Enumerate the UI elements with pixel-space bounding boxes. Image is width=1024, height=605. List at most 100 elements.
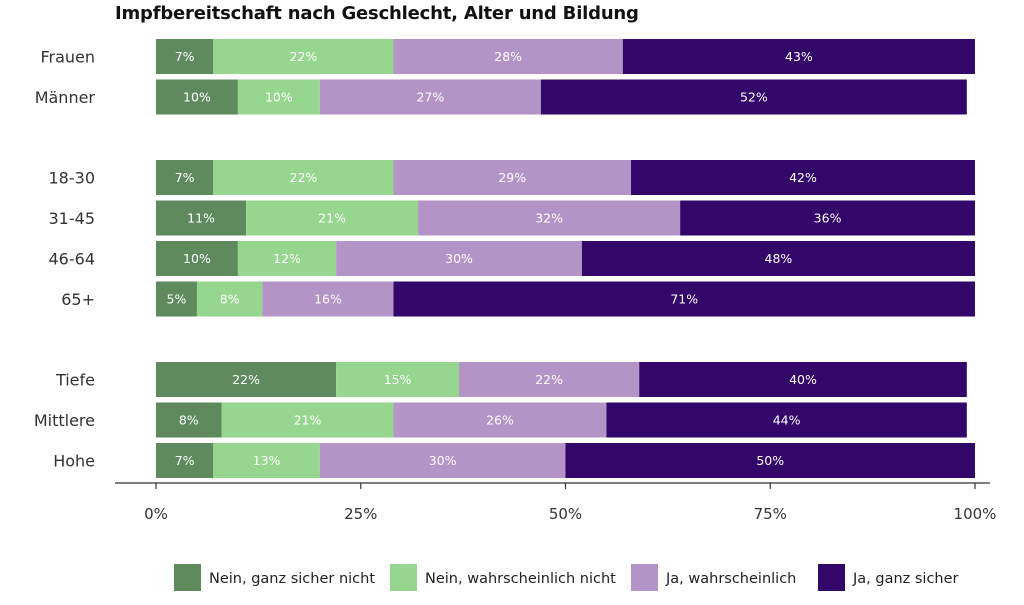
bar-segment-tiefe-ja-wahrscheinlich (459, 362, 640, 397)
value-label-mittlere-ja-ganz-sicher: 44% (773, 413, 801, 428)
value-label-mittlere-nein-wahrscheinlich-nicht: 21% (294, 413, 322, 428)
value-label-31-45-ja-wahrscheinlich: 32% (535, 211, 563, 226)
value-label-maenner-nein-wahrscheinlich-nicht: 10% (265, 90, 293, 105)
bar-row-frauen: 7% 22% 28% 43% (156, 39, 975, 74)
bar-segment-65-nein-ganz-sicher-nicht (156, 281, 197, 317)
value-label-mittlere-ja-wahrscheinlich: 26% (486, 413, 514, 428)
bar-segment-maenner-nein-wahrscheinlich-nicht (237, 79, 320, 115)
bar-segment-tiefe-ja-ganz-sicher (639, 362, 967, 397)
bar-row-tiefe: 22% 15% 22% 40% (156, 362, 967, 397)
bar-segment-maenner-nein-ganz-sicher-nicht (156, 79, 238, 115)
value-label-18-30-nein-ganz-sicher-nicht: 7% (175, 170, 195, 185)
bar-segment-mittlere-ja-ganz-sicher (606, 402, 967, 438)
legend-item-nein-wahrscheinlich-nicht: Nein, wahrscheinlich nicht (390, 564, 616, 591)
value-label-maenner-nein-ganz-sicher-nicht: 10% (183, 90, 211, 105)
bar-segment-18-30-nein-wahrscheinlich-nicht (213, 160, 394, 195)
legend-label-nein-ganz-sicher-nicht: Nein, ganz sicher nicht (209, 571, 375, 587)
row-label-31-45: 31-45 (49, 209, 96, 228)
bar-segment-46-64-ja-wahrscheinlich (336, 241, 582, 276)
bar-segment-tiefe-nein-ganz-sicher-nicht (156, 362, 337, 397)
bar-segment-hohe-ja-ganz-sicher (565, 443, 975, 478)
value-label-frauen-ja-ganz-sicher: 43% (785, 49, 813, 64)
x-axis: 0% 25% 50% 75% 100% (115, 482, 996, 523)
bar-row-hohe: 7% 13% 30% 50% (156, 443, 975, 478)
bar-segment-tiefe-nein-wahrscheinlich-nicht (336, 362, 460, 397)
row-label-65: 65+ (61, 290, 95, 309)
bar-segment-frauen-ja-wahrscheinlich (393, 39, 623, 74)
row-label-maenner: Männer (35, 88, 96, 107)
bar-row-18-30: 7% 22% 29% 42% (156, 160, 975, 195)
row-label-hohe: Hohe (53, 452, 95, 471)
row-label-mittlere: Mittlere (34, 411, 95, 430)
bar-segment-46-64-nein-ganz-sicher-nicht (156, 241, 238, 276)
bar-segment-31-45-nein-wahrscheinlich-nicht (246, 200, 419, 236)
bar-segment-46-64-ja-ganz-sicher (581, 241, 975, 276)
bar-segment-mittlere-nein-wahrscheinlich-nicht (221, 402, 394, 438)
value-label-maenner-ja-ganz-sicher: 52% (740, 90, 768, 105)
bar-segment-46-64-nein-wahrscheinlich-nicht (237, 241, 337, 276)
legend-item-ja-wahrscheinlich: Ja, wahrscheinlich (631, 564, 796, 591)
value-label-hohe-nein-ganz-sicher-nicht: 7% (175, 453, 195, 468)
bar-row-mittlere: 8% 21% 26% 44% (156, 402, 967, 438)
value-label-65-ja-ganz-sicher: 71% (670, 292, 698, 307)
value-label-tiefe-nein-wahrscheinlich-nicht: 15% (384, 372, 412, 387)
chart-title: Impfbereitschaft nach Geschlecht, Alter … (115, 3, 639, 24)
bar-row-46-64: 10% 12% 30% 48% (156, 241, 975, 276)
value-label-31-45-nein-wahrscheinlich-nicht: 21% (318, 211, 346, 226)
x-tick-label-2: 50% (549, 505, 582, 523)
value-label-46-64-ja-wahrscheinlich: 30% (445, 251, 473, 266)
bar-segment-31-45-ja-ganz-sicher (680, 200, 975, 236)
row-label-tiefe: Tiefe (55, 371, 95, 390)
bar-segment-mittlere-ja-wahrscheinlich (393, 402, 607, 438)
value-label-31-45-ja-ganz-sicher: 36% (814, 211, 842, 226)
value-label-46-64-nein-ganz-sicher-nicht: 10% (183, 251, 211, 266)
value-label-31-45-nein-ganz-sicher-nicht: 11% (187, 211, 215, 226)
value-label-18-30-nein-wahrscheinlich-nicht: 22% (290, 170, 318, 185)
legend: Nein, ganz sicher nicht Nein, wahrscheinl… (174, 564, 959, 591)
value-label-hohe-ja-ganz-sicher: 50% (756, 453, 784, 468)
bars-layer: 7% 22% 28% 43% 10% 10% 27% 52% 7% 22% 29% 42% 11% 21%… (156, 39, 975, 478)
bar-segment-frauen-nein-wahrscheinlich-nicht (213, 39, 394, 74)
value-label-tiefe-ja-ganz-sicher: 40% (789, 372, 817, 387)
legend-swatch-nein-ganz-sicher-nicht (174, 564, 201, 591)
bar-segment-mittlere-nein-ganz-sicher-nicht (156, 402, 222, 438)
legend-swatch-ja-ganz-sicher (818, 564, 845, 591)
legend-label-ja-ganz-sicher: Ja, ganz sicher (852, 571, 959, 587)
value-label-46-64-ja-ganz-sicher: 48% (765, 251, 793, 266)
value-label-frauen-nein-wahrscheinlich-nicht: 22% (290, 49, 318, 64)
legend-swatch-nein-wahrscheinlich-nicht (390, 564, 417, 591)
bar-segment-31-45-nein-ganz-sicher-nicht (156, 200, 247, 236)
legend-label-nein-wahrscheinlich-nicht: Nein, wahrscheinlich nicht (425, 571, 616, 587)
value-label-frauen-ja-wahrscheinlich: 28% (494, 49, 522, 64)
bar-row-31-45: 11% 21% 32% 36% (156, 200, 975, 236)
bar-segment-hohe-nein-wahrscheinlich-nicht (213, 443, 320, 478)
bar-row-65: 5% 8% 16% 71% (156, 281, 975, 317)
bar-segment-hohe-nein-ganz-sicher-nicht (156, 443, 214, 478)
bar-segment-frauen-ja-ganz-sicher (622, 39, 975, 74)
bar-segment-maenner-ja-wahrscheinlich (319, 79, 541, 115)
legend-item-nein-ganz-sicher-nicht: Nein, ganz sicher nicht (174, 564, 375, 591)
bar-segment-maenner-ja-ganz-sicher (540, 79, 967, 115)
bar-segment-18-30-ja-ganz-sicher (631, 160, 975, 195)
value-label-46-64-nein-wahrscheinlich-nicht: 12% (273, 251, 301, 266)
legend-item-ja-ganz-sicher: Ja, ganz sicher (818, 564, 959, 591)
legend-swatch-ja-wahrscheinlich (631, 564, 658, 591)
row-label-46-64: 46-64 (49, 250, 96, 269)
value-label-hohe-nein-wahrscheinlich-nicht: 13% (253, 453, 281, 468)
bar-segment-31-45-ja-wahrscheinlich (418, 200, 681, 236)
value-label-18-30-ja-wahrscheinlich: 29% (498, 170, 526, 185)
bar-segment-frauen-nein-ganz-sicher-nicht (156, 39, 214, 74)
bar-row-maenner: 10% 10% 27% 52% (156, 79, 967, 115)
x-tick-label-3: 75% (754, 505, 787, 523)
value-label-mittlere-nein-ganz-sicher-nicht: 8% (179, 413, 199, 428)
row-labels-layer: Frauen Männer 18-30 31-45 46-64 65+ Tiefe Mittl… (34, 48, 96, 471)
value-label-18-30-ja-ganz-sicher: 42% (789, 170, 817, 185)
value-label-65-nein-ganz-sicher-nicht: 5% (167, 292, 187, 307)
x-tick-label-1: 25% (344, 505, 377, 523)
bar-segment-18-30-nein-ganz-sicher-nicht (156, 160, 214, 195)
bar-segment-65-ja-wahrscheinlich (262, 281, 394, 317)
bar-segment-65-ja-ganz-sicher (393, 281, 975, 317)
row-label-18-30: 18-30 (49, 169, 96, 188)
bar-segment-18-30-ja-wahrscheinlich (393, 160, 632, 195)
